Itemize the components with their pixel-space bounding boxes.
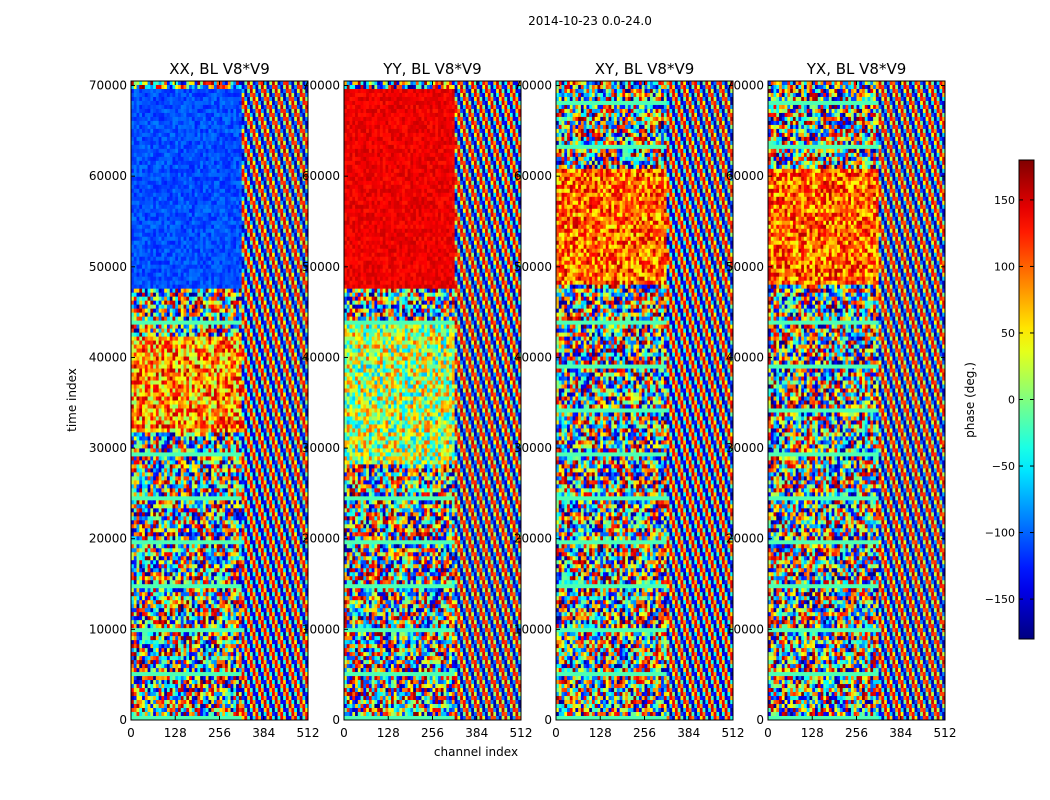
colorbar: 150 100 50 0 −50 −100 −150 phase (deg.): [963, 159, 1035, 640]
y-tick-label: 60000: [302, 169, 340, 183]
y-tick-label: 60000: [726, 169, 764, 183]
panel-title: XX, BL V8*V9: [169, 60, 270, 78]
x-tick-label: 256: [208, 726, 231, 740]
colorbar-tick-label: 50: [1001, 327, 1015, 340]
y-tick-label: 10000: [726, 622, 764, 636]
x-tick-label: 0: [552, 726, 560, 740]
y-tick-label: 40000: [514, 350, 552, 364]
x-tick-label: 256: [421, 726, 444, 740]
panel-title: YY, BL V8*V9: [382, 60, 481, 78]
x-tick-label: 384: [252, 726, 275, 740]
colorbar-tick-label: −150: [985, 593, 1015, 606]
colorbar-label: phase (deg.): [963, 362, 977, 438]
panel-xy: XY, BL V8*V9 0 128 256 384 512 0 10000 20000 3000…: [514, 60, 745, 740]
x-tick-label: 128: [377, 726, 400, 740]
y-tick-label: 70000: [514, 79, 552, 93]
y-tick-label: 50000: [302, 260, 340, 274]
heatmap-yx: [768, 81, 945, 720]
x-tick-label: 384: [677, 726, 700, 740]
colorbar-tick-label: 150: [994, 194, 1015, 207]
heatmap-yy: [344, 81, 521, 720]
y-tick-label: 40000: [89, 350, 127, 364]
y-tick-label: 10000: [514, 622, 552, 636]
y-tick-label: 20000: [514, 532, 552, 546]
x-tick-label: 0: [340, 726, 348, 740]
x-tick-label: 512: [934, 726, 957, 740]
y-tick-label: 0: [332, 713, 340, 727]
y-tick-label: 60000: [89, 169, 127, 183]
heatmap-xy: [556, 81, 733, 720]
y-tick-label: 0: [544, 713, 552, 727]
y-tick-label: 40000: [302, 350, 340, 364]
y-tick-label: 40000: [726, 350, 764, 364]
x-tick-label: 384: [889, 726, 912, 740]
figure-suptitle: 2014-10-23 0.0-24.0: [0, 14, 1050, 28]
colorbar-tick-label: −100: [985, 527, 1015, 540]
x-tick-label: 0: [127, 726, 135, 740]
y-tick-label: 20000: [89, 532, 127, 546]
x-tick-label: 384: [465, 726, 488, 740]
x-tick-label: 128: [164, 726, 187, 740]
y-tick-label: 70000: [89, 79, 127, 93]
x-tick-label: 512: [722, 726, 745, 740]
y-axis-label: time index: [65, 368, 79, 432]
x-tick-label: 128: [801, 726, 824, 740]
y-tick-label: 30000: [302, 441, 340, 455]
panel-title: XY, BL V8*V9: [595, 60, 695, 78]
y-tick-label: 30000: [726, 441, 764, 455]
y-tick-label: 20000: [302, 532, 340, 546]
y-tick-label: 20000: [726, 532, 764, 546]
y-tick-label: 60000: [514, 169, 552, 183]
x-tick-label: 256: [845, 726, 868, 740]
panel-yy: YY, BL V8*V9 0 128 256 384 512 0 10000 20000 3000…: [302, 60, 533, 740]
y-tick-label: 50000: [514, 260, 552, 274]
y-tick-label: 0: [756, 713, 764, 727]
panel-title: YX, BL V8*V9: [806, 60, 907, 78]
y-tick-label: 70000: [726, 79, 764, 93]
y-tick-label: 10000: [302, 622, 340, 636]
heatmap-xx: [131, 81, 308, 720]
y-tick-label: 0: [119, 713, 127, 727]
colorbar-tick-label: −50: [992, 460, 1015, 473]
y-tick-label: 50000: [726, 260, 764, 274]
colorbar-tick-label: 0: [1008, 394, 1015, 407]
x-tick-label: 256: [633, 726, 656, 740]
y-tick-label: 10000: [89, 622, 127, 636]
colorbar-tick-label: 100: [994, 260, 1015, 273]
panel-xx: XX, BL V8*V9 0 128 256 384 512 0 10000 20000 3000…: [89, 60, 320, 740]
x-tick-label: 512: [510, 726, 533, 740]
y-tick-label: 30000: [514, 441, 552, 455]
panel-yx: YX, BL V8*V9 0 128 256 384 512 0 10000 20000 3000…: [726, 60, 957, 740]
y-tick-label: 70000: [302, 79, 340, 93]
y-tick-label: 50000: [89, 260, 127, 274]
x-tick-label: 128: [589, 726, 612, 740]
x-tick-label: 0: [764, 726, 772, 740]
x-axis-label: channel index: [434, 745, 518, 759]
x-tick-label: 512: [297, 726, 320, 740]
y-tick-label: 30000: [89, 441, 127, 455]
